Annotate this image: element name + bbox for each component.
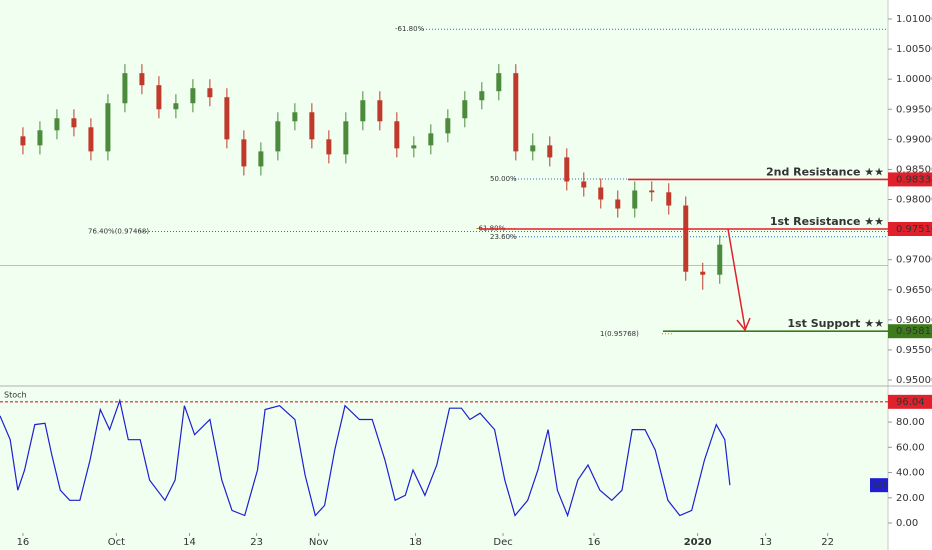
x-tick-label: Nov bbox=[309, 537, 329, 548]
x-tick-label: 16 bbox=[17, 537, 30, 548]
candle-body bbox=[54, 118, 60, 131]
y-tick-label: 0.99500 bbox=[896, 104, 932, 115]
candle-body bbox=[564, 157, 570, 182]
x-tick-label: Dec bbox=[493, 537, 512, 548]
stoch-title: Stoch bbox=[4, 391, 27, 400]
candle-body bbox=[666, 192, 672, 206]
candle-body bbox=[632, 190, 638, 209]
y-tick-label: 1.00500 bbox=[896, 44, 932, 55]
candle-body bbox=[581, 181, 587, 188]
candle-body bbox=[377, 100, 383, 122]
candle-body bbox=[207, 88, 213, 98]
stoch-line bbox=[0, 398, 731, 518]
candle-body bbox=[343, 121, 349, 155]
candle-body bbox=[683, 205, 689, 272]
candle-body bbox=[530, 145, 536, 152]
candle-body bbox=[360, 100, 366, 122]
y2-tick-label: 60.00 bbox=[896, 442, 925, 453]
price-tag bbox=[888, 221, 932, 236]
level-label: 1st Support ★★ bbox=[787, 317, 884, 330]
candle-body bbox=[462, 100, 468, 119]
candle-body bbox=[717, 244, 723, 275]
price-tag-label: 0.97510 bbox=[896, 224, 932, 235]
candle-body bbox=[258, 151, 264, 167]
level-label: 2nd Resistance ★★ bbox=[766, 165, 884, 178]
price-tag-label: 0.95811 bbox=[896, 326, 932, 337]
fib-label: 76.40%(0.97468) bbox=[88, 228, 149, 236]
candle-body bbox=[598, 187, 604, 200]
price-tag bbox=[888, 324, 932, 339]
series-tag bbox=[870, 478, 888, 493]
x-tick-label: 18 bbox=[409, 537, 422, 548]
arrow-head bbox=[736, 317, 751, 332]
x-tick-label: 16 bbox=[588, 537, 601, 548]
price-tag bbox=[888, 172, 932, 187]
candle-body bbox=[173, 103, 179, 110]
candle-body bbox=[139, 73, 145, 86]
legend-label: %D bbox=[872, 481, 886, 490]
candle-body bbox=[122, 73, 128, 104]
candle-body bbox=[513, 73, 519, 152]
candle-body bbox=[105, 103, 111, 152]
candle-body bbox=[71, 118, 77, 128]
candle-body bbox=[275, 121, 281, 152]
candle-body bbox=[20, 136, 26, 146]
candle-body bbox=[445, 118, 451, 134]
candle-body bbox=[394, 121, 400, 149]
candle-body bbox=[700, 271, 706, 275]
candle-body bbox=[649, 190, 655, 193]
candle-body bbox=[428, 133, 434, 146]
candle-body bbox=[411, 145, 417, 149]
fib-label: 1(0.95768) bbox=[600, 330, 639, 338]
y2-tick-label: 20.00 bbox=[896, 493, 925, 504]
x-tick-label: 13 bbox=[759, 537, 772, 548]
candle-body bbox=[292, 112, 298, 122]
x-tick-label: 14 bbox=[183, 537, 196, 548]
threshold-tag bbox=[888, 394, 932, 409]
candle-body bbox=[190, 88, 196, 104]
price-tag-label: 0.98334 bbox=[896, 174, 932, 185]
x-tick-label: Oct bbox=[108, 537, 125, 548]
x-tick-label: 2020 bbox=[684, 537, 712, 548]
candle-body bbox=[479, 91, 485, 101]
x-tick-label: 23 bbox=[250, 537, 263, 548]
candle-body bbox=[615, 199, 621, 209]
candle-body bbox=[224, 97, 230, 140]
x-tick-label: 22 bbox=[821, 537, 834, 548]
fib-label: 50.00% bbox=[490, 175, 517, 183]
y2-tick-label: 80.00 bbox=[896, 417, 925, 428]
level-label: 1st Resistance ★★ bbox=[770, 215, 884, 228]
y-tick-label: 1.00000 bbox=[896, 74, 932, 85]
candle-body bbox=[496, 73, 502, 92]
candle-body bbox=[88, 127, 94, 152]
threshold-tag-label: 96.04 bbox=[896, 397, 925, 408]
candle-body bbox=[156, 85, 162, 110]
plot-background bbox=[0, 0, 888, 550]
y2-tick-label: 40.00 bbox=[896, 468, 925, 479]
fib-label: 23.60% bbox=[490, 233, 517, 241]
fib-label: -61.80% bbox=[395, 25, 425, 33]
candle-body bbox=[37, 130, 43, 146]
y2-tick-label: 0.00 bbox=[896, 518, 918, 529]
candle-body bbox=[241, 139, 247, 167]
candle-body bbox=[547, 145, 553, 158]
candle-body bbox=[326, 139, 332, 155]
candle-body bbox=[309, 112, 315, 140]
arrow bbox=[727, 228, 746, 329]
